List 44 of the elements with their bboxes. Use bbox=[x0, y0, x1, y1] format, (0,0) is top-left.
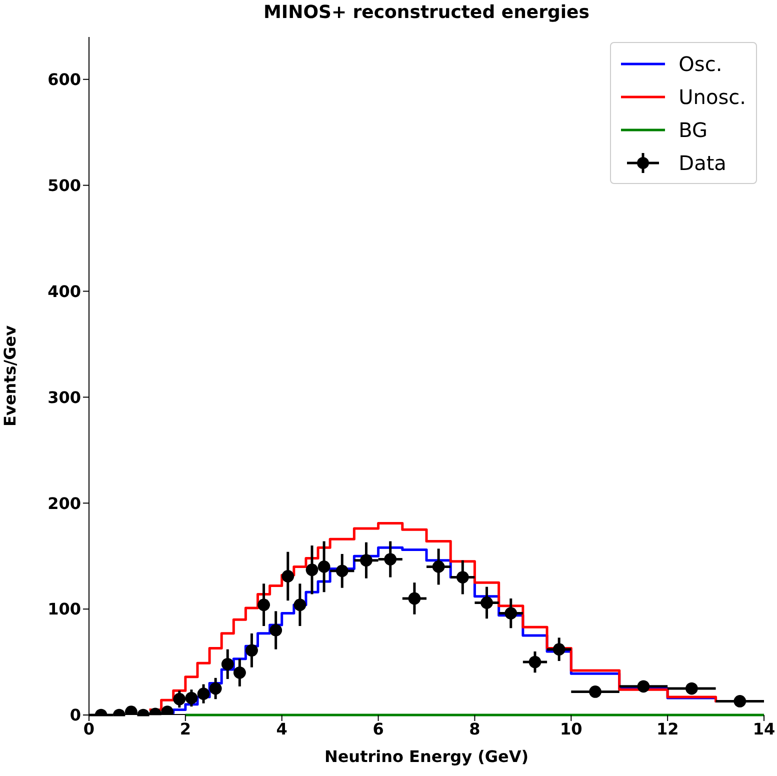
point bbox=[294, 598, 306, 611]
x-tick-label: 10 bbox=[560, 719, 582, 738]
point bbox=[384, 553, 397, 566]
x-tick-label: 12 bbox=[656, 719, 679, 738]
y-tick-label: 0 bbox=[70, 706, 81, 725]
point bbox=[336, 564, 348, 578]
x-tick-label: 0 bbox=[83, 719, 95, 738]
point bbox=[408, 592, 421, 605]
y-axis-title: Events/Gev bbox=[0, 324, 20, 427]
point bbox=[282, 570, 294, 582]
legend-label: Unosc. bbox=[678, 84, 746, 108]
point bbox=[456, 571, 469, 584]
y-tick-label: 100 bbox=[48, 600, 81, 619]
chart-title: MINOS+ reconstructed energies bbox=[262, 2, 590, 23]
x-tick-label: 4 bbox=[276, 719, 288, 738]
point bbox=[637, 680, 650, 693]
point bbox=[734, 695, 746, 708]
point bbox=[528, 656, 542, 668]
x-axis-title: Neutrino Energy (GeV) bbox=[324, 747, 529, 766]
y-tick-label: 200 bbox=[48, 494, 81, 513]
x-tick-label: 6 bbox=[372, 719, 384, 738]
point bbox=[233, 666, 246, 679]
point bbox=[432, 560, 445, 573]
point bbox=[246, 644, 258, 657]
legend-label: Osc. bbox=[678, 52, 722, 76]
legend-label: Data bbox=[678, 150, 726, 174]
point bbox=[209, 682, 222, 695]
x-tick-label: 2 bbox=[180, 719, 191, 738]
y-tick-label: 600 bbox=[48, 70, 81, 90]
point bbox=[589, 686, 602, 698]
point bbox=[552, 643, 566, 656]
point bbox=[270, 624, 282, 636]
x-tick-label: 14 bbox=[752, 719, 776, 738]
y-tick-label: 400 bbox=[48, 282, 81, 301]
x-tick-label: 8 bbox=[469, 719, 480, 738]
point bbox=[480, 596, 493, 609]
point bbox=[360, 554, 372, 566]
point bbox=[504, 607, 518, 620]
y-tick-label: 500 bbox=[48, 176, 81, 195]
point bbox=[258, 598, 270, 611]
point bbox=[686, 682, 698, 695]
legend-label: BG bbox=[678, 118, 708, 142]
point bbox=[221, 658, 234, 670]
y-tick-label: 300 bbox=[48, 388, 81, 407]
